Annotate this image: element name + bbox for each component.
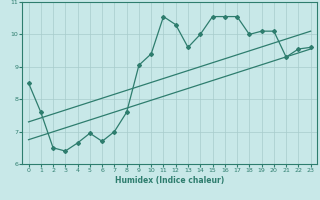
X-axis label: Humidex (Indice chaleur): Humidex (Indice chaleur) (115, 176, 224, 185)
